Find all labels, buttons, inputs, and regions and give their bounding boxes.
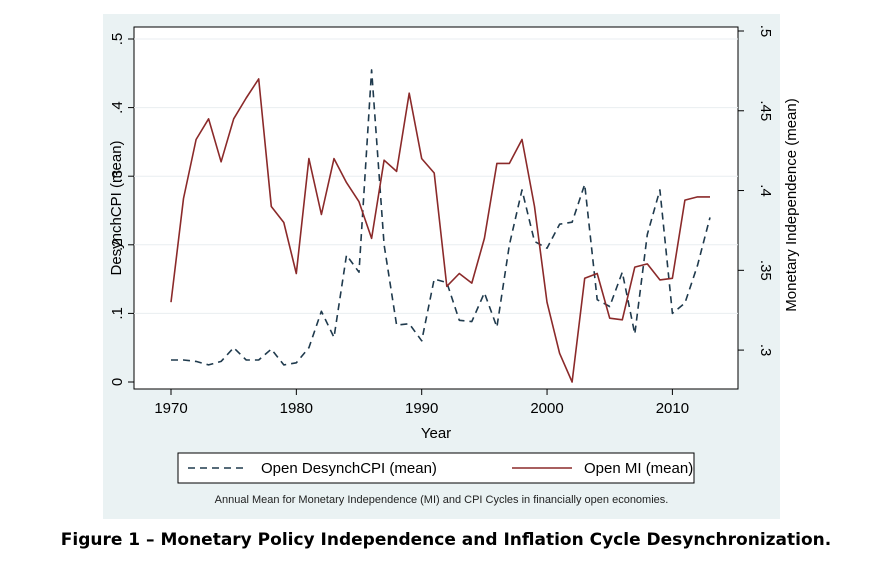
y-right-tick-label-2: .4 [757, 184, 774, 197]
y-left-tick-label-4: .4 [109, 101, 126, 114]
x-axis-title: Year [421, 425, 451, 442]
legend-box [177, 452, 695, 484]
y-right-tick-label-4: .5 [757, 25, 774, 38]
figure-caption: Figure 1 – Monetary Policy Independence … [60, 530, 832, 550]
x-tick-label-4: 2010 [656, 400, 689, 417]
x-tick-label-0: 1970 [154, 400, 187, 417]
y-left-tick-label-3: .3 [109, 170, 126, 183]
y-axis-right: .3 .35 .4 .45 .5 [738, 25, 774, 357]
series-line-open-mi [170, 78, 710, 383]
y-left-tick-label-0: 0 [109, 378, 126, 386]
y-axis-left: 0 .1 .2 .3 .4 .5 [109, 33, 134, 386]
legend-label-desynchcpi: Open DesynchCPI (mean) [261, 460, 437, 477]
plot-area [133, 26, 739, 390]
series-line-desynchcpi [171, 69, 711, 366]
x-tick-label-1: 1980 [280, 400, 313, 417]
y-axis-right-title: Monetary Independence (mean) [783, 98, 800, 311]
grid-lines [134, 38, 738, 314]
x-tick-label-2: 1990 [405, 400, 438, 417]
legend-label-open-mi: Open MI (mean) [584, 460, 693, 477]
y-axis-left-title: DesynchCPI (mean) [108, 140, 125, 275]
y-left-tick-label-5: .5 [109, 33, 126, 46]
y-left-tick-label-1: .1 [109, 307, 126, 320]
y-right-tick-label-3: .45 [757, 100, 774, 121]
y-right-tick-label-1: .35 [757, 260, 774, 281]
y-right-tick-label-0: .3 [757, 344, 774, 357]
y-left-tick-label-2: .2 [109, 239, 126, 252]
figure-note: Annual Mean for Monetary Independence (M… [214, 494, 669, 506]
x-tick-label-3: 2000 [530, 400, 563, 417]
legend: Open DesynchCPI (mean) Open MI (mean) [177, 452, 695, 484]
x-axis: 1970 1980 1990 2000 2010 [154, 389, 689, 417]
series-layer [170, 69, 711, 383]
